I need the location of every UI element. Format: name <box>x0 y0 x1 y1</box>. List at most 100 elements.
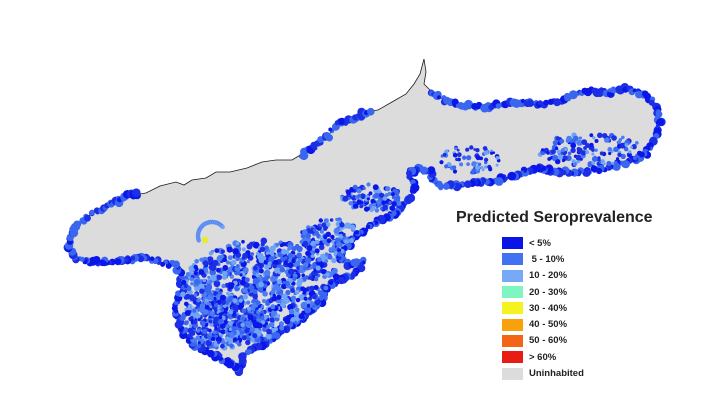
cluster-mark <box>189 330 196 336</box>
cluster-mark <box>333 228 340 234</box>
cluster-mark <box>373 192 380 199</box>
cluster-mark <box>607 147 613 152</box>
legend-swatch <box>502 302 523 315</box>
cluster-mark <box>325 231 331 237</box>
cluster-mark <box>255 307 259 311</box>
cluster-mark <box>330 234 335 240</box>
cluster-mark <box>264 269 271 277</box>
legend-item: < 5% <box>502 235 692 251</box>
cluster-mark <box>241 308 247 314</box>
cluster-mark <box>288 308 295 315</box>
cluster-mark <box>247 314 254 321</box>
cluster-mark <box>323 234 328 240</box>
cluster-mark <box>353 203 359 209</box>
cluster-mark <box>572 162 577 167</box>
cluster-mark <box>618 138 623 142</box>
cluster-mark <box>310 240 316 246</box>
cluster-mark <box>265 251 270 255</box>
cluster-mark <box>205 339 212 347</box>
cluster-mark <box>232 248 239 255</box>
cluster-mark <box>221 283 226 289</box>
cluster-mark <box>130 255 136 261</box>
cluster-mark <box>444 164 449 169</box>
cluster-mark <box>620 160 625 165</box>
legend-label: 40 - 50% <box>529 319 568 331</box>
cluster-mark <box>541 148 545 152</box>
cluster-mark <box>208 251 214 256</box>
cluster-mark <box>302 266 307 271</box>
cluster-mark <box>616 157 620 161</box>
legend-label: < 5% <box>529 237 551 249</box>
cluster-mark <box>244 349 251 356</box>
cluster-mark <box>298 294 305 301</box>
cluster-mark <box>230 331 234 336</box>
cluster-mark <box>339 222 345 228</box>
cluster-mark <box>74 220 82 228</box>
cluster-mark <box>314 299 321 306</box>
cluster-mark <box>221 300 226 305</box>
cluster-mark <box>288 257 293 263</box>
cluster-mark <box>632 155 638 160</box>
cluster-mark <box>312 228 317 232</box>
cluster-mark <box>214 302 219 308</box>
cluster-mark <box>314 230 320 236</box>
cluster-mark <box>181 279 187 285</box>
cluster-mark <box>305 250 311 256</box>
cluster-mark <box>229 274 234 279</box>
cluster-mark <box>252 278 259 285</box>
cluster-mark <box>345 189 352 195</box>
cluster-mark <box>331 257 337 264</box>
cluster-mark <box>246 306 251 311</box>
cluster-mark <box>317 136 324 143</box>
cluster-mark <box>265 333 272 340</box>
cluster-mark <box>249 285 255 291</box>
cluster-mark <box>352 184 358 190</box>
cluster-mark <box>637 150 642 156</box>
cluster-mark <box>235 241 240 246</box>
cluster-mark <box>356 188 362 194</box>
cluster-mark <box>318 218 323 223</box>
cluster-mark <box>442 182 450 190</box>
cluster-mark <box>348 201 353 206</box>
cluster-mark <box>452 169 458 174</box>
cluster-mark <box>314 272 318 277</box>
cluster-mark <box>261 320 266 325</box>
cluster-mark <box>390 192 395 197</box>
cluster-mark <box>203 268 209 273</box>
cluster-mark <box>252 241 260 249</box>
cluster-mark <box>299 265 304 270</box>
cluster-mark <box>344 224 349 229</box>
cluster-mark <box>630 145 633 149</box>
cluster-mark <box>300 286 306 292</box>
cluster-mark <box>302 229 308 235</box>
cluster-mark <box>296 252 303 258</box>
cluster-mark <box>210 311 215 316</box>
cluster-mark <box>260 242 265 247</box>
cluster-mark <box>452 165 457 170</box>
legend-swatch <box>502 237 523 250</box>
cluster-mark <box>328 127 333 132</box>
cluster-mark <box>210 265 215 269</box>
cluster-mark <box>258 307 263 312</box>
cluster-mark <box>200 320 206 327</box>
cluster-mark <box>554 146 559 151</box>
cluster-mark <box>204 298 209 303</box>
cluster-mark <box>208 328 212 333</box>
cluster-mark <box>228 313 233 319</box>
cluster-mark <box>323 226 328 231</box>
cluster-mark <box>298 313 305 320</box>
cluster-mark <box>492 151 496 154</box>
cluster-mark <box>132 188 141 197</box>
cluster-mark <box>603 137 610 143</box>
cluster-mark <box>190 282 194 286</box>
cluster-mark <box>359 200 364 205</box>
cluster-mark <box>226 246 233 253</box>
cluster-mark <box>454 146 458 151</box>
cluster-mark <box>363 206 370 212</box>
cluster-mark <box>84 214 91 222</box>
cluster-mark <box>301 310 306 315</box>
cluster-mark <box>559 138 565 144</box>
cluster-mark <box>557 154 564 160</box>
cluster-mark <box>221 274 228 280</box>
cluster-mark <box>272 263 277 269</box>
